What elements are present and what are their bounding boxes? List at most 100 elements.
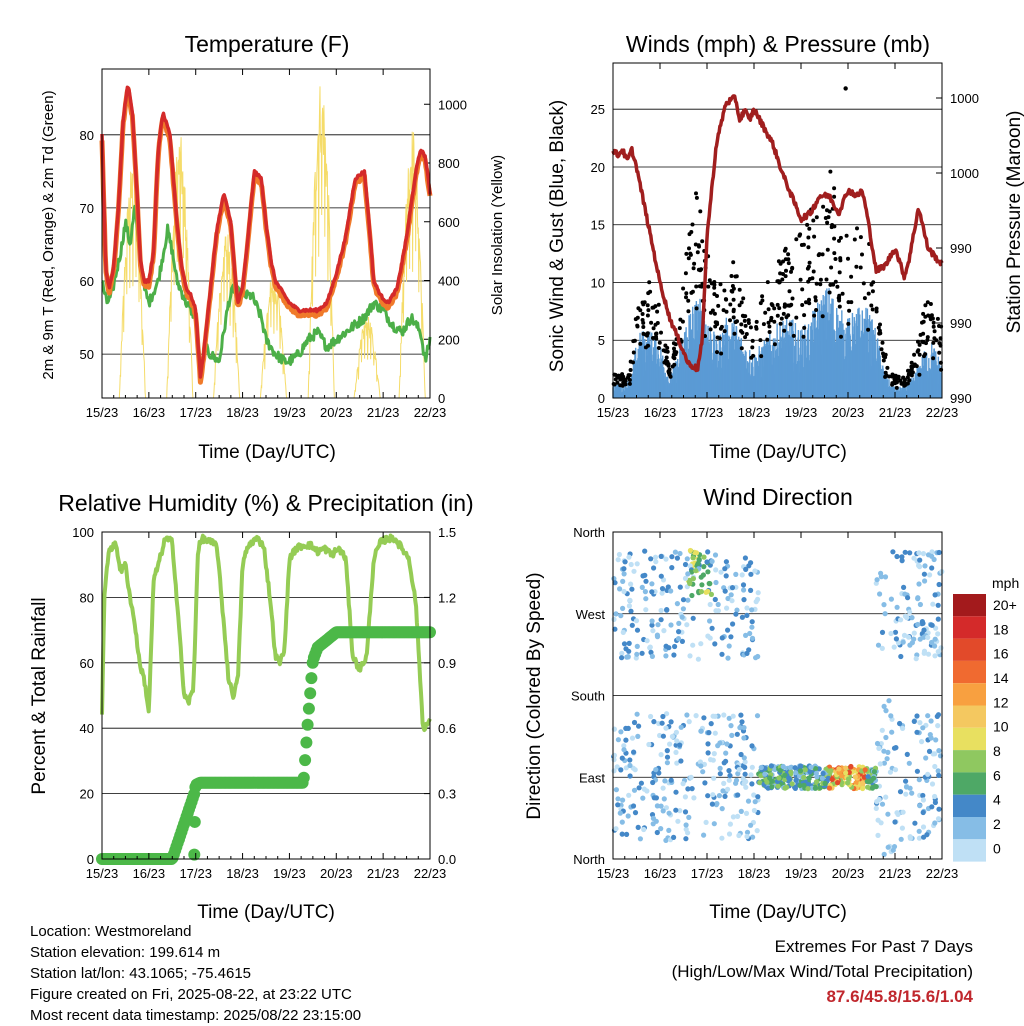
humidity-ytick-label: 20: [80, 787, 94, 802]
gust-point: [707, 278, 712, 283]
gust-point: [668, 374, 673, 379]
direction-point: [726, 831, 733, 837]
direction-point: [619, 755, 625, 761]
gust-point: [916, 348, 921, 353]
direction-point: [758, 764, 764, 771]
direction-point: [631, 568, 637, 574]
direction-point: [879, 801, 886, 807]
gust-point: [814, 308, 819, 312]
winds-xtick-label: 15/23: [597, 405, 630, 420]
gust-point: [838, 258, 843, 263]
humidity-title: Relative Humidity (%) & Precipitation (i…: [58, 490, 473, 516]
solar-insolation-line: [307, 86, 335, 399]
direction-point: [622, 559, 628, 565]
direction-point: [627, 597, 633, 603]
direction-point: [919, 621, 925, 627]
gust-point: [802, 325, 807, 330]
direction-point: [638, 780, 645, 786]
direction-point: [648, 649, 654, 656]
gust-point: [885, 365, 890, 370]
gust-point: [641, 325, 646, 329]
direction-point: [619, 831, 625, 837]
direction-point: [619, 819, 625, 825]
gust-point: [696, 243, 701, 248]
direction-point: [769, 784, 775, 790]
humidity-xtick-label: 21/23: [367, 866, 400, 881]
gust-point: [925, 300, 930, 305]
gust-point: [925, 338, 930, 342]
direction-point: [682, 794, 689, 800]
direction-point: [618, 729, 624, 735]
gust-point: [772, 306, 777, 311]
direction-point: [678, 758, 684, 764]
direction-point: [897, 789, 904, 795]
winds-xtick-label: 17/23: [691, 405, 724, 420]
direction-point: [627, 757, 633, 763]
humidity-xtick-label: 20/23: [320, 866, 353, 881]
direction-point: [890, 847, 896, 853]
gust-point: [840, 291, 845, 296]
gust-point: [694, 284, 699, 289]
direction-point: [786, 775, 792, 781]
gust-point: [746, 318, 751, 323]
gust-point: [917, 372, 922, 377]
gust-point: [686, 298, 691, 303]
solar-ytick-label: 200: [438, 332, 460, 347]
gust-point: [814, 281, 819, 286]
gust-point: [801, 242, 806, 247]
direction-point: [886, 698, 892, 704]
direction-point: [663, 556, 669, 562]
wind-direction-ylabel: Direction (Colored By Speed): [524, 572, 545, 819]
direction-point: [642, 548, 648, 554]
direction-point: [621, 571, 627, 577]
direction-point: [613, 787, 620, 793]
gust-point: [628, 368, 633, 372]
direction-point: [899, 558, 905, 564]
direction-point: [615, 557, 621, 563]
gust-point: [765, 337, 770, 342]
gust-point: [790, 296, 795, 301]
legend-label: 8: [993, 743, 1001, 759]
gust-point: [746, 321, 751, 325]
direction-point: [712, 730, 718, 736]
gust-point: [713, 324, 718, 329]
direction-point: [628, 581, 634, 587]
direction-point: [903, 784, 910, 790]
direction-point: [906, 760, 912, 766]
legend-label: 14: [993, 670, 1009, 686]
direction-point: [623, 646, 629, 652]
humidity-ytick-label: 80: [80, 590, 94, 605]
gust-point: [672, 346, 676, 351]
temperature-y2label: Solar Insolation (Yellow): [489, 155, 506, 315]
gust-point: [807, 297, 811, 302]
direction-point: [744, 829, 751, 835]
gust-point: [782, 328, 787, 333]
direction-point: [923, 755, 929, 761]
direction-point: [749, 619, 755, 625]
gust-point: [734, 274, 739, 279]
direction-point: [875, 642, 882, 648]
gust-point: [627, 381, 632, 386]
gust-point: [780, 277, 785, 282]
gust-point: [655, 321, 660, 325]
direction-point: [742, 771, 748, 777]
direction-point: [695, 656, 702, 662]
direction-point: [660, 713, 666, 720]
gust-point: [681, 286, 686, 291]
gust-point: [874, 306, 879, 311]
gust-point: [716, 303, 721, 308]
direction-point: [664, 711, 670, 717]
direction-point: [660, 733, 667, 739]
direction-point: [925, 771, 931, 777]
direction-point: [911, 636, 917, 642]
direction-point: [685, 597, 691, 603]
direction-point: [848, 764, 854, 770]
direction-point: [723, 559, 730, 565]
direction-point: [845, 776, 852, 782]
gust-point: [758, 338, 763, 343]
direction-point: [627, 773, 633, 779]
gust-point: [821, 204, 826, 209]
gust-point: [835, 284, 840, 289]
direction-point: [666, 645, 672, 651]
solar-ytick-label: 600: [438, 215, 460, 230]
